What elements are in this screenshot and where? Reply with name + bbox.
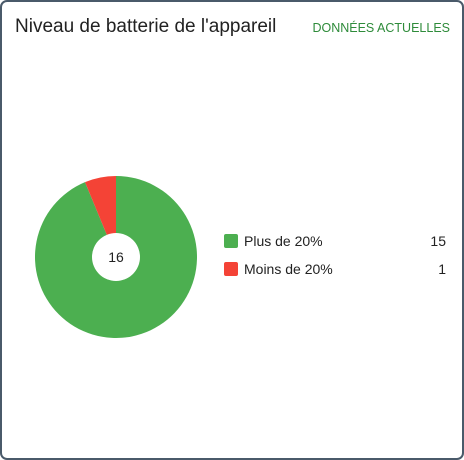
legend-label: Moins de 20% <box>244 261 333 277</box>
legend-label: Plus de 20% <box>244 233 323 249</box>
card-title: Niveau de batterie de l'appareil <box>15 16 277 37</box>
donut-center-hole <box>92 233 140 281</box>
chart-legend: Plus de 20% 15 Moins de 20% 1 <box>224 227 446 283</box>
current-data-link[interactable]: DONNÉES ACTUELLES <box>312 21 450 35</box>
donut-center-total: 16 <box>108 249 124 265</box>
legend-swatch-below-20 <box>224 262 238 276</box>
legend-value: 15 <box>430 233 446 249</box>
legend-item-above-20[interactable]: Plus de 20% 15 <box>224 227 446 255</box>
legend-swatch-above-20 <box>224 234 238 248</box>
donut-chart: 16 <box>32 173 200 341</box>
donut-chart-svg: 16 <box>34 176 197 338</box>
legend-item-below-20[interactable]: Moins de 20% 1 <box>224 255 446 283</box>
legend-value: 1 <box>438 261 446 277</box>
